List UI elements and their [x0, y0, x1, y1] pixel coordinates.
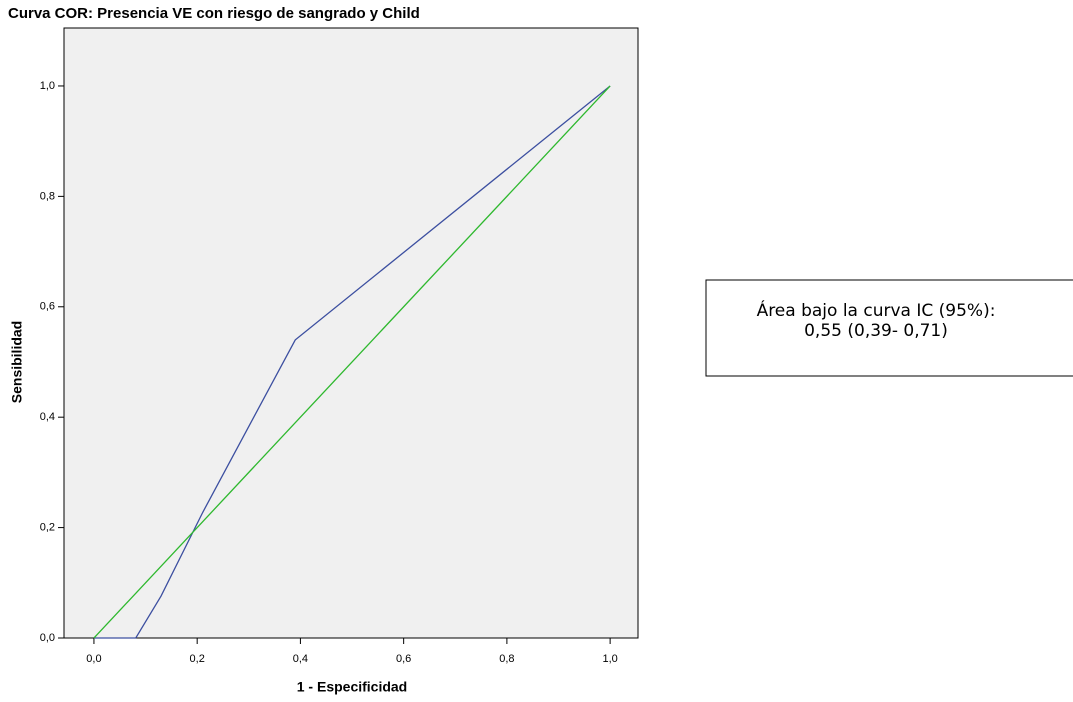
roc-line — [93, 85, 611, 639]
roc-line — [93, 85, 611, 639]
x-tick-label: 0,8 — [499, 653, 514, 665]
y-tick-label: 1,0 — [40, 80, 55, 92]
x-tick-label: 0,4 — [293, 653, 308, 665]
y-tick-label: 0,2 — [40, 521, 55, 533]
x-tick-label: 0,0 — [86, 653, 101, 665]
plot-area — [63, 27, 639, 639]
y-tick-label: 0,6 — [40, 301, 55, 313]
x-tick-label: 0,6 — [396, 653, 411, 665]
annotation: 0,55 (0,39- 0,71) — [804, 321, 948, 341]
y-tick-label: 0,4 — [40, 411, 55, 423]
x-axis-label: 1 - Especificidad — [297, 679, 407, 695]
y-axis-label: Sensibilidad — [9, 321, 25, 403]
x-tick-label: 1,0 — [602, 653, 617, 665]
y-tick-label: 0,8 — [40, 190, 55, 202]
annotation-box — [705, 279, 1073, 377]
y-tick-label: 0,0 — [40, 632, 55, 644]
x-tick-label: 0,2 — [190, 653, 205, 665]
annotation: Área bajo la curva IC (95%): — [757, 299, 996, 321]
chart-title: Curva COR: Presencia VE con riesgo de sa… — [8, 5, 420, 22]
